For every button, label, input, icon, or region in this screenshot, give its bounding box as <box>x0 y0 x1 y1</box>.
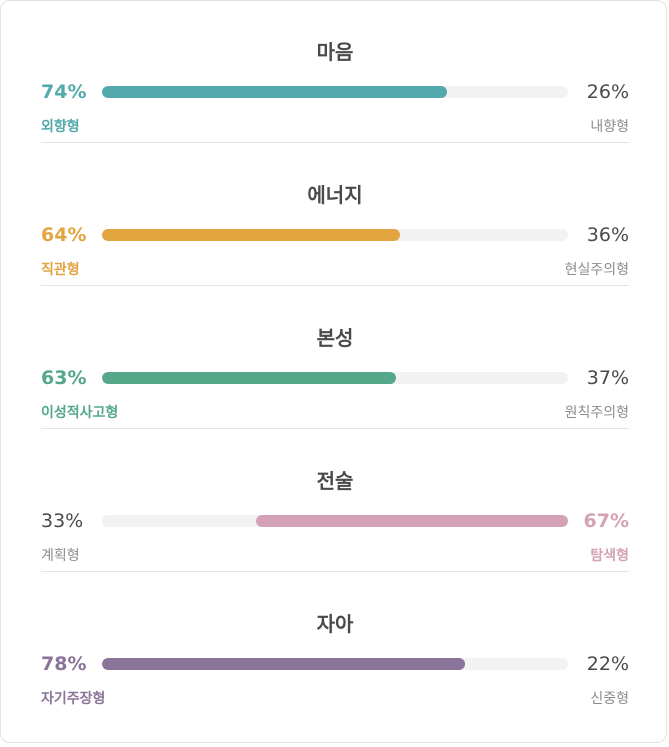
left-percentage: 78% <box>41 653 87 675</box>
right-percentage: 36% <box>586 224 629 246</box>
left-trait-label: 자기주장형 <box>41 691 106 707</box>
trait-bar-track <box>102 515 568 527</box>
right-percentage: 26% <box>586 81 629 103</box>
trait-title: 자아 <box>316 612 354 636</box>
trait-title: 마음 <box>316 40 354 64</box>
trait-bar-track <box>102 86 568 98</box>
divider <box>41 428 629 429</box>
right-trait-label: 신중형 <box>590 691 629 707</box>
right-trait-label: 원칙주의형 <box>564 405 629 421</box>
trait-bar-fill <box>102 86 447 98</box>
left-trait-label: 이성적사고형 <box>41 405 119 421</box>
right-trait-label: 현실주의형 <box>564 262 629 278</box>
trait-row-tactics: 전술 33% 67% 계획형 탐색형 <box>41 430 629 572</box>
right-trait-label: 내향형 <box>590 119 629 135</box>
trait-row-energy: 에너지 64% 36% 직관형 현실주의형 <box>41 144 629 286</box>
trait-row-nature: 본성 63% 37% 이성적사고형 원칙주의형 <box>41 287 629 429</box>
trait-bar-fill <box>102 372 396 384</box>
left-percentage: 64% <box>41 224 87 246</box>
trait-row-mind: 마음 74% 26% 외향형 내향형 <box>41 1 629 143</box>
right-trait-label: 탐색형 <box>590 548 629 564</box>
trait-title: 에너지 <box>307 183 363 207</box>
left-percentage: 33% <box>41 510 84 532</box>
trait-title: 본성 <box>316 326 354 350</box>
left-percentage: 63% <box>41 367 87 389</box>
trait-bar-track <box>102 372 568 384</box>
divider <box>41 571 629 572</box>
divider <box>41 285 629 286</box>
trait-bar-fill <box>255 515 568 527</box>
divider <box>41 142 629 143</box>
trait-bar-fill <box>102 658 466 670</box>
right-percentage: 37% <box>586 367 629 389</box>
right-percentage: 67% <box>583 510 629 532</box>
trait-title: 전술 <box>316 469 354 493</box>
trait-bar-track <box>102 658 568 670</box>
trait-row-identity: 자아 78% 22% 자기주장형 신중형 <box>41 573 629 715</box>
trait-bar-fill <box>102 229 401 241</box>
right-percentage: 22% <box>586 653 629 675</box>
left-percentage: 74% <box>41 81 87 103</box>
left-trait-label: 계획형 <box>41 548 80 564</box>
left-trait-label: 직관형 <box>41 262 80 278</box>
left-trait-label: 외향형 <box>41 119 80 135</box>
trait-bar-track <box>102 229 568 241</box>
